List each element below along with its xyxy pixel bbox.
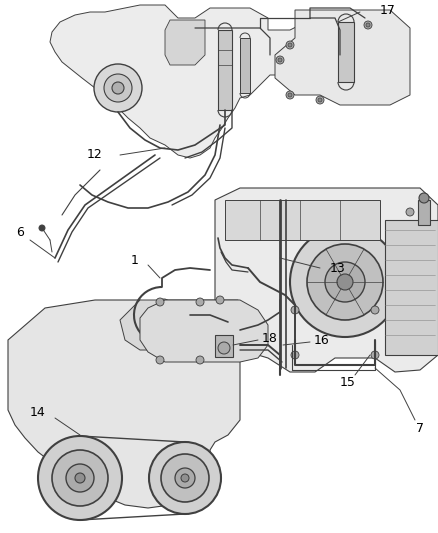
Polygon shape	[338, 22, 354, 82]
Text: 7: 7	[416, 422, 424, 434]
Circle shape	[366, 23, 370, 27]
Circle shape	[156, 356, 164, 364]
Polygon shape	[240, 38, 250, 93]
Polygon shape	[215, 335, 233, 357]
Polygon shape	[215, 188, 438, 372]
Polygon shape	[385, 220, 438, 355]
Circle shape	[38, 436, 122, 520]
Text: 17: 17	[380, 4, 396, 17]
Circle shape	[75, 473, 85, 483]
Polygon shape	[8, 300, 240, 508]
Circle shape	[288, 43, 292, 47]
Circle shape	[318, 98, 322, 102]
Polygon shape	[140, 300, 268, 362]
Circle shape	[175, 468, 195, 488]
Circle shape	[288, 93, 292, 97]
Text: 1: 1	[131, 254, 139, 266]
Circle shape	[276, 56, 284, 64]
Circle shape	[181, 474, 189, 482]
Circle shape	[286, 91, 294, 99]
Polygon shape	[275, 10, 410, 105]
Text: 12: 12	[87, 149, 103, 161]
Circle shape	[291, 351, 299, 359]
Circle shape	[307, 244, 383, 320]
Text: 18: 18	[262, 332, 278, 344]
Circle shape	[291, 306, 299, 314]
Circle shape	[161, 454, 209, 502]
Circle shape	[156, 298, 164, 306]
Polygon shape	[218, 30, 232, 110]
Text: 6: 6	[16, 225, 24, 238]
Polygon shape	[120, 300, 240, 350]
Circle shape	[149, 442, 221, 514]
Circle shape	[290, 227, 400, 337]
Circle shape	[112, 82, 124, 94]
Circle shape	[52, 450, 108, 506]
Circle shape	[316, 96, 324, 104]
Circle shape	[278, 58, 282, 62]
Polygon shape	[50, 5, 355, 158]
Circle shape	[216, 296, 224, 304]
Text: 13: 13	[330, 262, 346, 274]
Text: 16: 16	[314, 334, 330, 346]
Circle shape	[364, 21, 372, 29]
Circle shape	[196, 298, 204, 306]
Polygon shape	[158, 305, 170, 343]
Polygon shape	[165, 20, 205, 65]
Polygon shape	[180, 308, 190, 338]
Circle shape	[371, 351, 379, 359]
Polygon shape	[418, 200, 430, 225]
Circle shape	[337, 274, 353, 290]
Circle shape	[66, 464, 94, 492]
Circle shape	[325, 262, 365, 302]
Circle shape	[94, 64, 142, 112]
Circle shape	[218, 342, 230, 354]
Circle shape	[196, 356, 204, 364]
Circle shape	[104, 74, 132, 102]
Circle shape	[39, 225, 45, 231]
Text: 14: 14	[30, 406, 46, 418]
Circle shape	[419, 193, 429, 203]
Text: 15: 15	[340, 376, 356, 389]
Circle shape	[286, 41, 294, 49]
Circle shape	[406, 208, 414, 216]
Circle shape	[371, 306, 379, 314]
Polygon shape	[225, 200, 380, 240]
